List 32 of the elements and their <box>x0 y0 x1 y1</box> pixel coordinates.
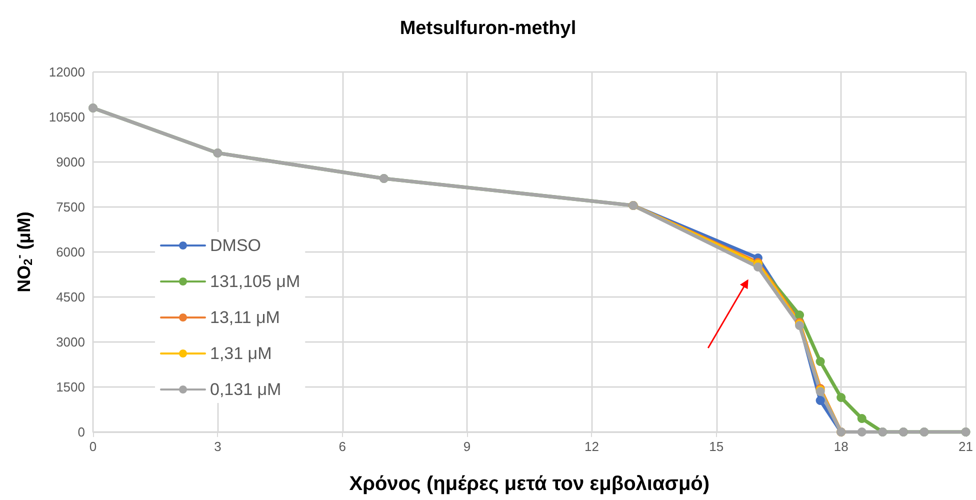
x-axis-title: Χρόνος (ημέρες μετά τον εμβολιασμό) <box>349 473 710 495</box>
point <box>857 414 866 423</box>
y-tick-label: 1500 <box>56 380 85 394</box>
legend-label: 0,131 μM <box>210 380 282 399</box>
point <box>857 428 866 436</box>
x-tick-label: 15 <box>709 439 724 454</box>
point <box>795 310 804 320</box>
y-tick-label: 10500 <box>48 110 85 124</box>
y-tick-label: 7500 <box>56 200 85 214</box>
point <box>836 393 846 402</box>
y-tick-label: 12000 <box>48 64 85 80</box>
point <box>816 357 825 366</box>
y-tick-label: 9000 <box>56 154 85 170</box>
point <box>816 396 825 405</box>
x-tick-label: 9 <box>463 439 471 454</box>
y-tick-label: 4500 <box>56 290 85 304</box>
x-tick-label: 3 <box>214 439 222 454</box>
legend-label: 13,11 μM <box>210 308 280 327</box>
x-tick-label: 6 <box>338 439 346 454</box>
legend-label: DMSO <box>210 236 261 255</box>
y-tick-label: 3000 <box>56 334 85 350</box>
legend-label: 1,31 μM <box>210 344 272 363</box>
point <box>753 262 762 272</box>
x-tick-label: 18 <box>834 439 848 454</box>
x-tick-label: 0 <box>89 439 97 454</box>
x-tick-label: 21 <box>958 439 974 454</box>
chart-title: Metsulfuron-methyl <box>400 18 576 39</box>
y-tick-label: 0 <box>78 424 85 440</box>
x-tick-label: 12 <box>584 439 599 454</box>
legend-label: 131,105 μM <box>210 272 300 291</box>
y-axis-title: NO2- (μM) <box>12 212 35 292</box>
y-tick-label: 6000 <box>56 244 85 260</box>
